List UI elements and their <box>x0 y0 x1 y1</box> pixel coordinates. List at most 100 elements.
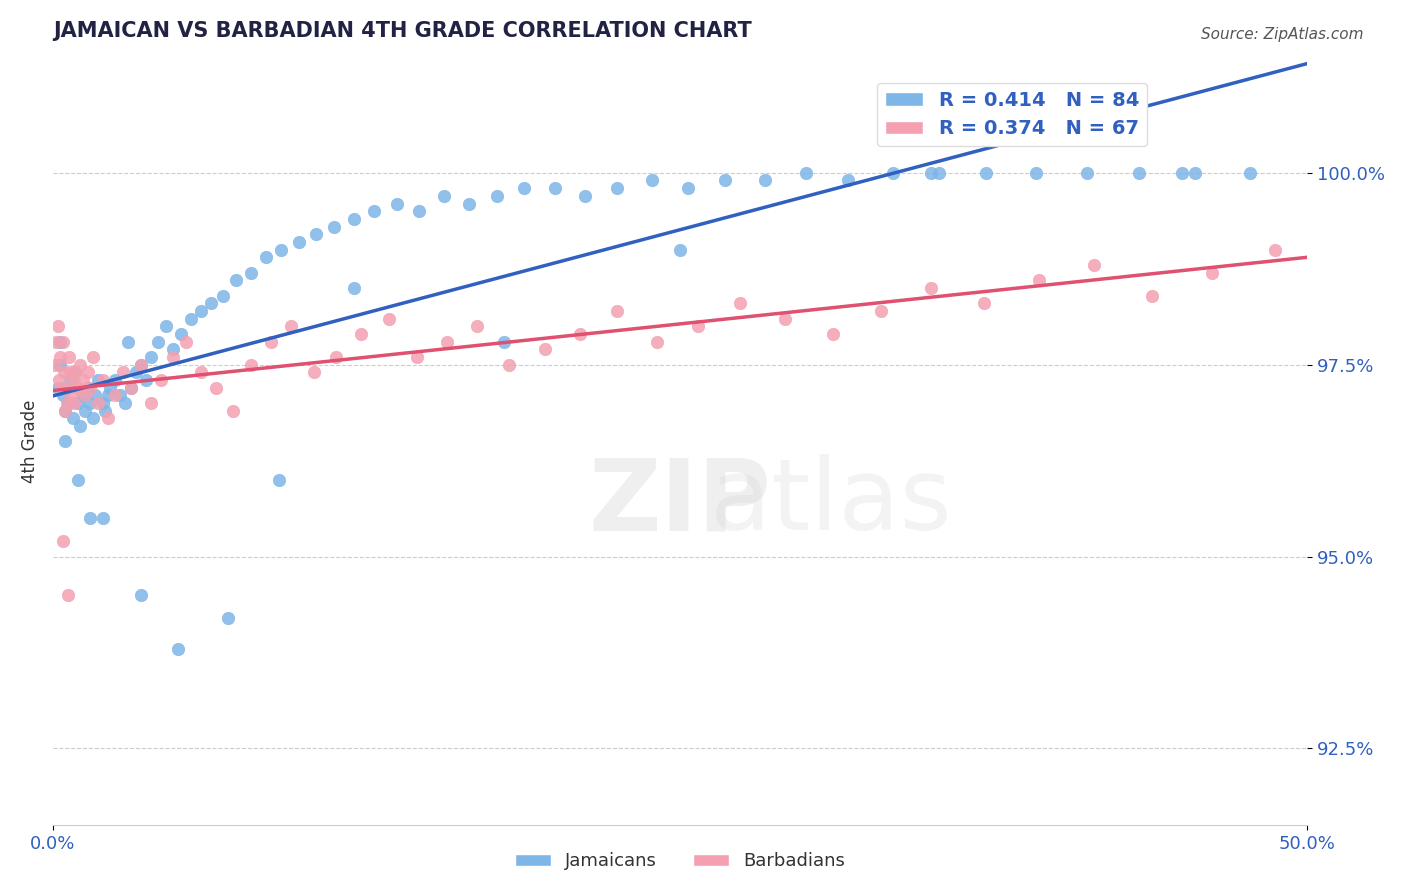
Point <box>676 181 699 195</box>
Point <box>973 296 995 310</box>
Point <box>543 181 565 195</box>
Point <box>1239 166 1261 180</box>
Point <box>239 266 262 280</box>
Point <box>1028 273 1050 287</box>
Point <box>647 334 669 349</box>
Point <box>606 304 628 318</box>
Point <box>408 204 430 219</box>
Point <box>162 343 184 357</box>
Point <box>155 319 177 334</box>
Point <box>167 641 190 656</box>
Text: ZIP: ZIP <box>589 454 772 551</box>
Point <box>87 373 110 387</box>
Point <box>44 358 66 372</box>
Point <box>205 381 228 395</box>
Point <box>59 373 82 387</box>
Point <box>91 511 114 525</box>
Point <box>405 350 427 364</box>
Point <box>91 373 114 387</box>
Point <box>124 365 146 379</box>
Point <box>104 373 127 387</box>
Point <box>325 350 347 364</box>
Point <box>66 396 89 410</box>
Point <box>62 373 84 387</box>
Point <box>217 611 239 625</box>
Point <box>436 334 458 349</box>
Point <box>53 403 76 417</box>
Point <box>928 166 950 180</box>
Point <box>72 373 94 387</box>
Point <box>56 588 79 602</box>
Point <box>52 334 75 349</box>
Point <box>146 334 169 349</box>
Point <box>66 381 89 395</box>
Text: JAMAICAN VS BARBADIAN 4TH GRADE CORRELATION CHART: JAMAICAN VS BARBADIAN 4TH GRADE CORRELAT… <box>52 21 751 41</box>
Point <box>823 326 845 341</box>
Point <box>225 273 247 287</box>
Point <box>91 396 114 410</box>
Point <box>139 350 162 364</box>
Point <box>212 288 235 302</box>
Point <box>76 381 98 395</box>
Point <box>48 373 70 387</box>
Point <box>79 396 101 410</box>
Point <box>66 473 89 487</box>
Point <box>1083 258 1105 272</box>
Point <box>280 319 302 334</box>
Point <box>69 358 91 372</box>
Point <box>641 173 664 187</box>
Point <box>1025 166 1047 180</box>
Point <box>568 326 591 341</box>
Point <box>190 365 212 379</box>
Point <box>920 166 942 180</box>
Point <box>129 588 152 602</box>
Point <box>254 250 277 264</box>
Point <box>65 365 87 379</box>
Point <box>170 326 193 341</box>
Point <box>385 196 408 211</box>
Point <box>606 181 628 195</box>
Point <box>267 473 290 487</box>
Point <box>305 227 328 242</box>
Point <box>730 296 752 310</box>
Point <box>270 243 292 257</box>
Point <box>1171 166 1194 180</box>
Point <box>58 350 80 364</box>
Point <box>920 281 942 295</box>
Point <box>49 358 72 372</box>
Point <box>837 173 859 187</box>
Point <box>65 365 87 379</box>
Point <box>433 189 456 203</box>
Point <box>104 388 127 402</box>
Text: Source: ZipAtlas.com: Source: ZipAtlas.com <box>1201 27 1364 42</box>
Point <box>190 304 212 318</box>
Point <box>794 166 817 180</box>
Point <box>56 381 79 395</box>
Point <box>343 281 366 295</box>
Point <box>87 396 110 410</box>
Point <box>494 334 516 349</box>
Point <box>114 396 136 410</box>
Point <box>129 358 152 372</box>
Point <box>378 311 401 326</box>
Point <box>363 204 385 219</box>
Point <box>94 403 117 417</box>
Point <box>162 350 184 364</box>
Point <box>53 403 76 417</box>
Point <box>72 388 94 402</box>
Point <box>180 311 202 326</box>
Point <box>458 196 481 211</box>
Point <box>302 365 325 379</box>
Point <box>117 334 139 349</box>
Point <box>714 173 737 187</box>
Y-axis label: 4th Grade: 4th Grade <box>21 400 39 483</box>
Point <box>82 411 104 425</box>
Point <box>97 388 120 402</box>
Point <box>533 343 555 357</box>
Point <box>669 243 692 257</box>
Point <box>46 381 69 395</box>
Point <box>222 403 245 417</box>
Text: atlas: atlas <box>710 454 952 551</box>
Point <box>754 173 776 187</box>
Point <box>79 511 101 525</box>
